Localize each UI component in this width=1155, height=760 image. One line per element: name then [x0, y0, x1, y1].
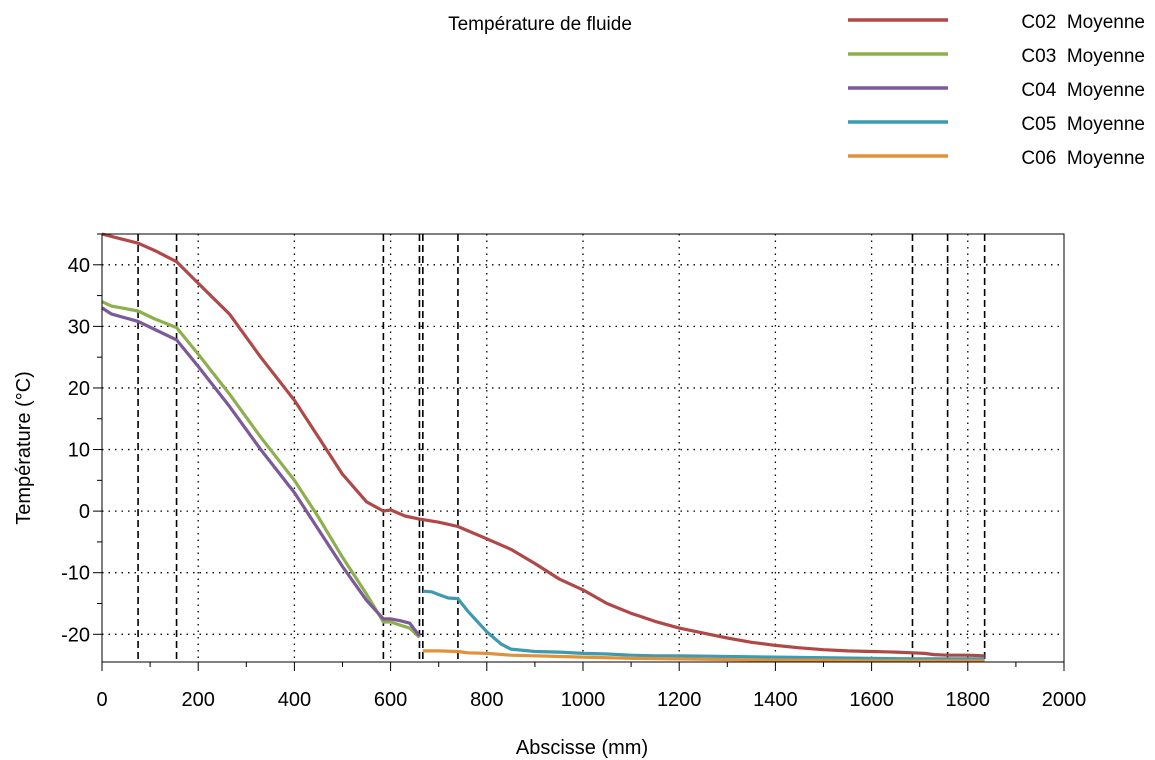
- series-line: [422, 649, 985, 663]
- y-axis-title: Température (°C): [13, 371, 35, 525]
- x-tick-label: 400: [278, 689, 311, 711]
- x-tick-label: 1200: [657, 689, 702, 711]
- x-tick-label: 600: [374, 689, 407, 711]
- legend: C02 Moyenne C03 Moyenne C04 Moyenne C05 Moy…: [848, 12, 1145, 169]
- axis-ticks: [93, 233, 1065, 671]
- legend-label: C06 Moyenne: [1021, 148, 1145, 169]
- x-tick-labels: 0 200 400 600 800 1000 1200 1400 1600 1800 2000: [96, 689, 1086, 711]
- series-line: [422, 589, 985, 661]
- chart-title: Température de fluide: [448, 14, 632, 35]
- x-tick-label: 1600: [849, 689, 894, 711]
- series-line: [101, 232, 985, 658]
- plot-area-frame: [101, 233, 1065, 663]
- legend-label: C05 Moyenne: [1021, 114, 1145, 135]
- legend-label: C03 Moyenne: [1021, 46, 1145, 67]
- y-tick-label: -20: [61, 624, 90, 646]
- vertical-markers: [137, 234, 986, 662]
- x-tick-label: 1000: [561, 689, 606, 711]
- y-tick-label: 20: [68, 378, 90, 400]
- series-line: [101, 306, 421, 638]
- x-tick-label: 800: [470, 689, 503, 711]
- legend-label: C02 Moyenne: [1021, 12, 1145, 33]
- x-axis-title: Abscisse (mm): [516, 737, 648, 759]
- x-tick-label: 200: [182, 689, 215, 711]
- series-lines: [101, 232, 985, 663]
- y-tick-label: -10: [61, 563, 90, 585]
- y-tick-label: 30: [68, 316, 90, 338]
- grid: [102, 234, 1064, 662]
- x-tick-label: 2000: [1042, 689, 1087, 711]
- x-tick-label: 1400: [753, 689, 798, 711]
- y-tick-label: 10: [68, 440, 90, 462]
- legend-label: C04 Moyenne: [1021, 80, 1145, 101]
- x-tick-label: 0: [96, 689, 107, 711]
- series-line: [101, 300, 421, 639]
- y-tick-label: 0: [79, 501, 90, 523]
- y-tick-label: 40: [68, 255, 90, 277]
- y-tick-labels: -20 -10 0 10 20 30 40: [61, 255, 90, 646]
- x-tick-label: 1800: [946, 689, 991, 711]
